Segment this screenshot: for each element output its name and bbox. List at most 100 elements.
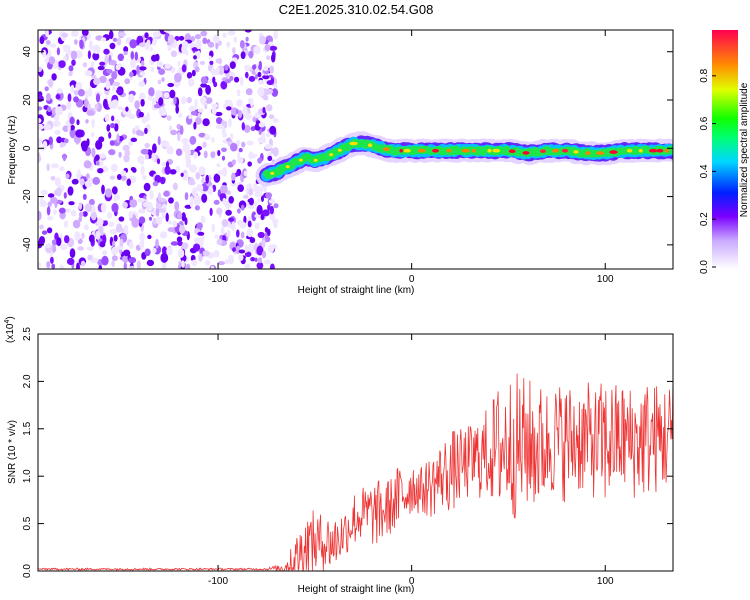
noise-blob: [254, 257, 258, 262]
noise-blob: [257, 198, 261, 203]
ridge-hotspot: [383, 147, 390, 151]
noise-blob: [172, 220, 178, 228]
noise-blob: [126, 178, 132, 186]
noise-blob: [74, 231, 81, 241]
noise-blob: [77, 89, 85, 97]
noise-blob: [71, 30, 79, 37]
noise-blob: [180, 172, 184, 177]
noise-blob: [81, 30, 89, 37]
noise-blob: [152, 31, 161, 37]
noise-blob: [97, 65, 105, 71]
noise-blob: [271, 53, 276, 63]
noise-blob: [259, 35, 266, 45]
noise-blob: [175, 165, 180, 173]
noise-blob: [62, 44, 71, 53]
noise-blob: [151, 97, 156, 106]
noise-blob: [233, 36, 238, 43]
noise-blob: [129, 199, 138, 208]
noise-blob: [132, 167, 137, 173]
noise-blob: [186, 97, 193, 103]
noise-blob: [247, 229, 253, 238]
spectrogram-xlabel: Height of straight line (km): [298, 285, 415, 296]
spectrogram-heatmap: [38, 30, 673, 269]
noise-blob: [273, 220, 278, 229]
noise-blob: [151, 152, 156, 162]
noise-blob: [56, 47, 61, 56]
ridge-hotspot: [399, 148, 403, 153]
noise-blob: [92, 44, 101, 54]
noise-blob: [155, 216, 163, 225]
noise-blob: [155, 238, 159, 249]
noise-blob: [244, 263, 251, 269]
noise-blob: [61, 32, 69, 38]
noise-blob: [168, 197, 174, 204]
x-tick-label: 0: [409, 274, 415, 285]
noise-blob: [172, 182, 178, 191]
colorbar-gradient: [712, 30, 738, 269]
noise-blob: [271, 88, 279, 97]
noise-blob: [47, 201, 52, 208]
noise-blob: [188, 77, 195, 87]
ridge-hotspot: [329, 153, 334, 157]
noise-blob: [189, 135, 197, 145]
noise-blob: [111, 71, 118, 80]
noise-blob: [69, 248, 76, 259]
noise-blob: [105, 80, 111, 90]
noise-blob: [146, 259, 155, 267]
noise-blob: [83, 160, 92, 169]
noise-blob: [247, 161, 252, 167]
noise-blob: [213, 250, 220, 258]
noise-blob: [82, 211, 88, 217]
noise-blob: [48, 78, 54, 88]
noise-blob: [166, 247, 173, 256]
noise-blob: [166, 145, 174, 155]
noise-blob: [208, 55, 212, 60]
noise-blob: [250, 257, 256, 262]
snr-scale-close: ): [5, 316, 16, 319]
noise-blob: [257, 71, 262, 78]
noise-blob: [202, 141, 207, 148]
noise-blob: [200, 96, 207, 104]
noise-blob: [84, 70, 93, 77]
noise-blob: [103, 98, 108, 109]
noise-blob: [45, 40, 51, 45]
noise-blob: [197, 87, 203, 97]
noise-blob: [177, 131, 181, 142]
noise-blob: [44, 57, 50, 64]
noise-blob: [167, 220, 173, 225]
colorbar-tick-label: 0.6: [699, 116, 710, 130]
noise-blob: [262, 95, 269, 101]
noise-blob: [197, 112, 201, 119]
noise-blob: [77, 169, 81, 177]
noise-blob: [221, 219, 229, 228]
noise-blob: [79, 39, 84, 49]
noise-blob: [45, 30, 49, 38]
noise-blob: [38, 124, 44, 130]
noise-blob: [90, 132, 95, 138]
noise-blob: [152, 247, 157, 254]
noise-blob: [124, 150, 131, 157]
noise-blob: [161, 246, 168, 256]
noise-blob: [80, 140, 89, 150]
ridge-hotspot: [540, 149, 546, 153]
noise-blob: [177, 248, 185, 258]
spectrogram-frame: [37, 29, 674, 270]
noise-blob: [75, 82, 81, 90]
noise-blob: [83, 224, 89, 231]
noise-blob: [140, 165, 145, 176]
noise-blob: [261, 250, 267, 259]
noise-blob: [118, 151, 122, 158]
noise-blob: [76, 262, 80, 269]
noise-blob: [237, 156, 244, 164]
noise-blob: [237, 254, 244, 261]
noise-blob: [224, 64, 229, 71]
noise-blob: [160, 140, 165, 147]
ridge-hotspot: [349, 141, 358, 146]
ridge-inner: [262, 138, 673, 180]
noise-blob: [99, 241, 106, 248]
noise-blob: [244, 64, 251, 72]
noise-blob: [50, 163, 59, 169]
noise-blob: [214, 234, 219, 239]
x-tick-label: 0: [409, 576, 415, 587]
noise-blob: [128, 241, 134, 250]
